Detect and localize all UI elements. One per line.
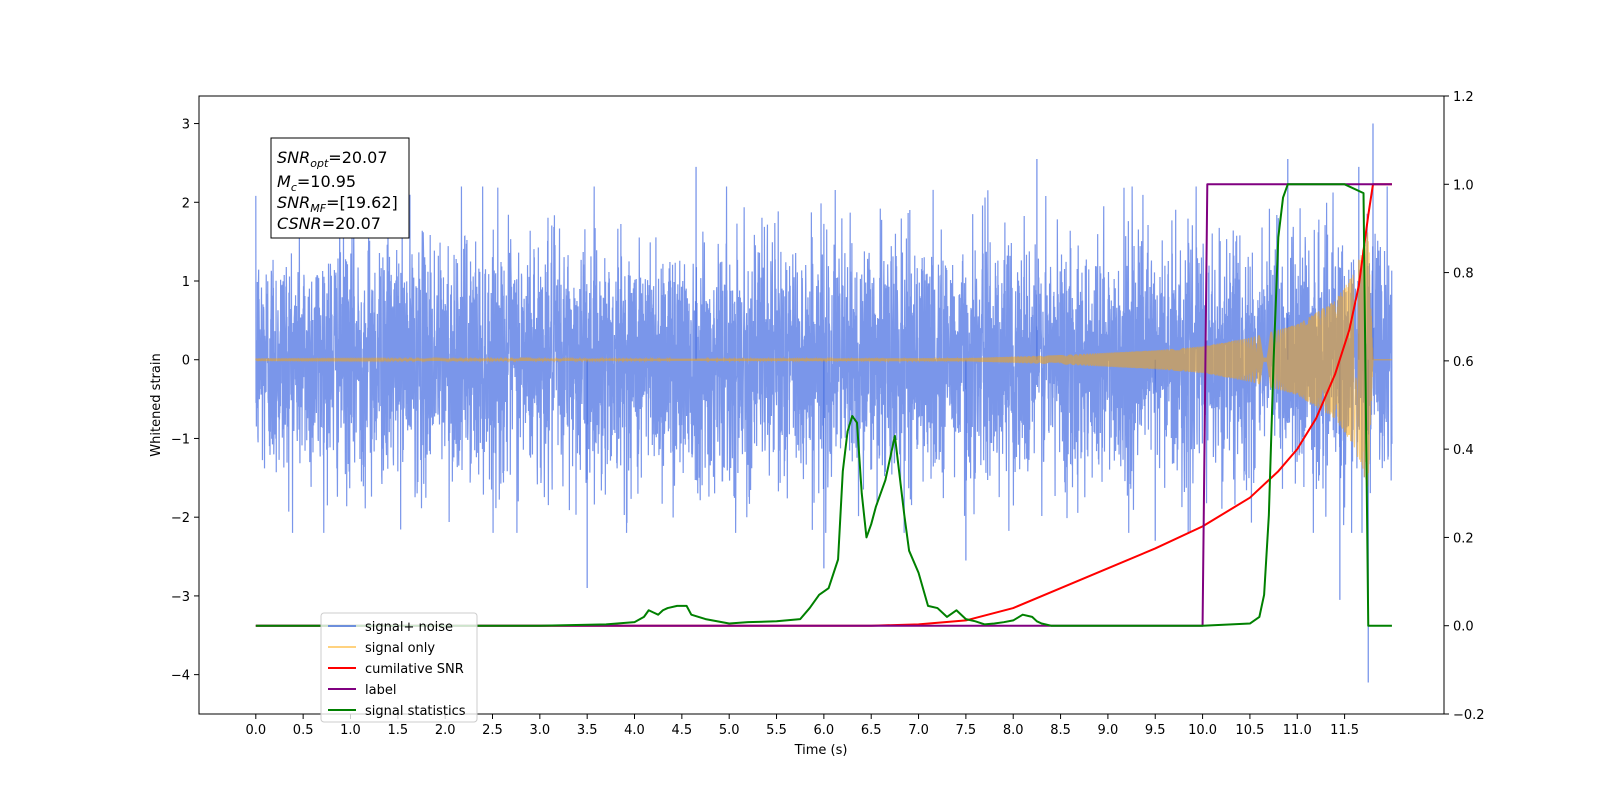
y-right-tick-label: 0.4 bbox=[1453, 443, 1474, 458]
x-tick-label: 4.5 bbox=[672, 723, 693, 738]
y-left-tick-label: 1 bbox=[182, 275, 190, 290]
x-tick-label: 6.5 bbox=[861, 723, 882, 738]
x-tick-label: 3.5 bbox=[577, 723, 598, 738]
legend-item-signal-noise: signal+ noise bbox=[328, 620, 453, 635]
legend-label-signal-noise: signal+ noise bbox=[365, 620, 453, 635]
info-snr-mf: SNRMF=[19.62] bbox=[277, 193, 398, 215]
y-left-tick-label: −2 bbox=[171, 511, 190, 526]
y-right-tick-label: 1.2 bbox=[1453, 90, 1474, 105]
x-tick-label: 10.5 bbox=[1235, 723, 1264, 738]
y-axis-left: 3 2 1 0 −1 −2 −3 −4 bbox=[171, 118, 199, 684]
x-tick-label: 5.5 bbox=[766, 723, 787, 738]
x-tick-label: 0.5 bbox=[293, 723, 314, 738]
y-right-tick-label: −0.2 bbox=[1453, 708, 1485, 723]
legend-label-signal-statistics: signal statistics bbox=[365, 704, 466, 719]
x-tick-label: 9.0 bbox=[1098, 723, 1119, 738]
legend: signal+ noise signal only cumilative SNR… bbox=[320, 612, 478, 723]
y-left-tick-label: −1 bbox=[171, 432, 190, 447]
info-snr-opt: SNRopt=20.07 bbox=[277, 148, 388, 170]
x-tick-label: 7.5 bbox=[956, 723, 977, 738]
x-tick-label: 10.0 bbox=[1188, 723, 1217, 738]
y-axis-label: Whitened strain bbox=[149, 353, 164, 456]
y-left-tick-label: −4 bbox=[171, 669, 190, 684]
signal-only-layer bbox=[255, 232, 1392, 487]
x-tick-label: 6.0 bbox=[814, 723, 835, 738]
x-tick-label: 0.0 bbox=[245, 723, 266, 738]
series-signal-statistics bbox=[255, 183, 1392, 627]
y-right-tick-label: 1.0 bbox=[1453, 178, 1474, 193]
info-box: SNRopt=20.07 Mc=10.95 SNRMF=[19.62] CSNR… bbox=[270, 137, 410, 239]
info-chirp-mass: Mc=10.95 bbox=[277, 172, 356, 194]
y-axis-right: 1.2 1.0 0.8 0.6 0.4 0.2 0.0 −0.2 bbox=[1444, 90, 1485, 723]
signal-noise-layer bbox=[255, 123, 1393, 683]
x-tick-label: 8.5 bbox=[1050, 723, 1071, 738]
x-tick-label: 11.0 bbox=[1283, 723, 1312, 738]
y-right-tick-label: 0.8 bbox=[1453, 267, 1474, 282]
x-tick-label: 7.0 bbox=[908, 723, 929, 738]
series-signal-noise bbox=[255, 186, 1393, 533]
legend-label-signal-only: signal only bbox=[365, 641, 435, 656]
y-left-tick-label: 0 bbox=[182, 354, 190, 369]
x-axis-label: Time (s) bbox=[794, 743, 848, 758]
legend-item-label: label bbox=[328, 683, 396, 698]
y-right-tick-label: 0.2 bbox=[1453, 531, 1474, 546]
x-tick-label: 1.5 bbox=[387, 723, 408, 738]
legend-item-cumulative-snr: cumilative SNR bbox=[328, 662, 464, 677]
x-tick-label: 1.0 bbox=[340, 723, 361, 738]
x-tick-label: 2.5 bbox=[482, 723, 503, 738]
info-csnr: CSNR=20.07 bbox=[277, 214, 381, 233]
y-right-tick-label: 0.6 bbox=[1453, 355, 1474, 370]
y-left-tick-label: 2 bbox=[182, 196, 190, 211]
x-tick-label: 3.0 bbox=[529, 723, 550, 738]
y-left-tick-label: 3 bbox=[182, 118, 190, 133]
legend-item-signal-statistics: signal statistics bbox=[328, 704, 466, 719]
legend-frame bbox=[320, 612, 478, 723]
y-right-tick-label: 0.0 bbox=[1453, 620, 1474, 635]
x-tick-label: 4.0 bbox=[624, 723, 645, 738]
plot-frame bbox=[198, 95, 1445, 715]
series-cumulative-snr bbox=[255, 183, 1392, 627]
y-left-tick-label: −3 bbox=[171, 590, 190, 605]
x-tick-label: 2.0 bbox=[435, 723, 456, 738]
x-tick-label: 9.5 bbox=[1145, 723, 1166, 738]
legend-label-cumulative-snr: cumilative SNR bbox=[365, 662, 464, 677]
x-tick-label: 5.0 bbox=[719, 723, 740, 738]
series-label bbox=[255, 183, 1392, 627]
legend-item-signal-only: signal only bbox=[328, 641, 435, 656]
info-box-frame bbox=[270, 137, 410, 239]
right-axis-lines-layer bbox=[255, 183, 1392, 627]
series-signal-only bbox=[255, 232, 1392, 487]
legend-label-label: label bbox=[365, 683, 396, 698]
x-tick-label: 8.0 bbox=[1003, 723, 1024, 738]
x-tick-label: 11.5 bbox=[1330, 723, 1359, 738]
